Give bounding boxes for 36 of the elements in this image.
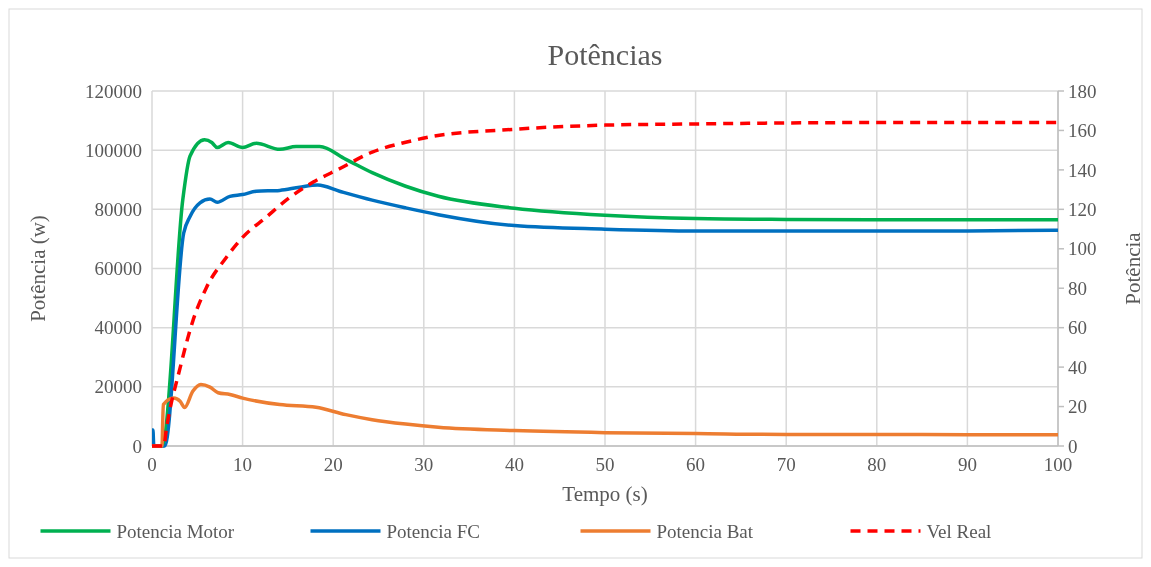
y-tick-label: 100000 — [85, 139, 142, 161]
x-tick-label: 50 — [595, 454, 615, 475]
y-tick-label: 20000 — [94, 376, 142, 398]
x-tick-label: 20 — [323, 454, 343, 475]
y2-tick-label: 140 — [1068, 159, 1097, 181]
y-tick-label: 40000 — [94, 317, 142, 339]
y2-tick-label: 40 — [1068, 356, 1087, 378]
legend-label: Vel Real — [926, 520, 992, 542]
legend-label: Potencia Motor — [116, 520, 235, 542]
y2-tick-label: 0 — [1068, 435, 1078, 457]
y2-tick-label: 20 — [1068, 396, 1087, 418]
legend-label: Potencia Bat — [656, 520, 754, 542]
x-tick-label: 90 — [957, 454, 977, 475]
x-tick-label: 40 — [504, 454, 524, 475]
x-tick-label: 10 — [233, 454, 253, 475]
y2-axis-title: Potência — [1121, 231, 1145, 305]
y2-tick-label: 80 — [1068, 277, 1087, 299]
y-tick-label: 60000 — [94, 258, 142, 280]
x-tick-label: 0 — [147, 454, 157, 475]
x-tick-label: 80 — [867, 454, 887, 475]
x-tick-label: 60 — [686, 454, 706, 475]
legend-label: Potencia FC — [386, 520, 480, 542]
y-tick-label: 80000 — [94, 198, 142, 220]
y2-tick-label: 120 — [1068, 198, 1097, 220]
y2-tick-label: 100 — [1068, 238, 1097, 260]
y2-tick-label: 60 — [1068, 317, 1087, 339]
y-tick-label: 120000 — [85, 80, 142, 102]
y2-tick-label: 180 — [1068, 80, 1097, 102]
y-axis-title: Potência (w) — [26, 215, 50, 322]
chart-title: Potências — [547, 38, 663, 71]
x-tick-label: 30 — [414, 454, 434, 475]
y-tick-label: 0 — [132, 435, 142, 457]
y2-tick-label: 160 — [1068, 120, 1097, 142]
x-tick-label: 70 — [776, 454, 796, 475]
x-tick-label: 100 — [1043, 454, 1073, 475]
x-axis-title: Tempo (s) — [562, 482, 648, 506]
